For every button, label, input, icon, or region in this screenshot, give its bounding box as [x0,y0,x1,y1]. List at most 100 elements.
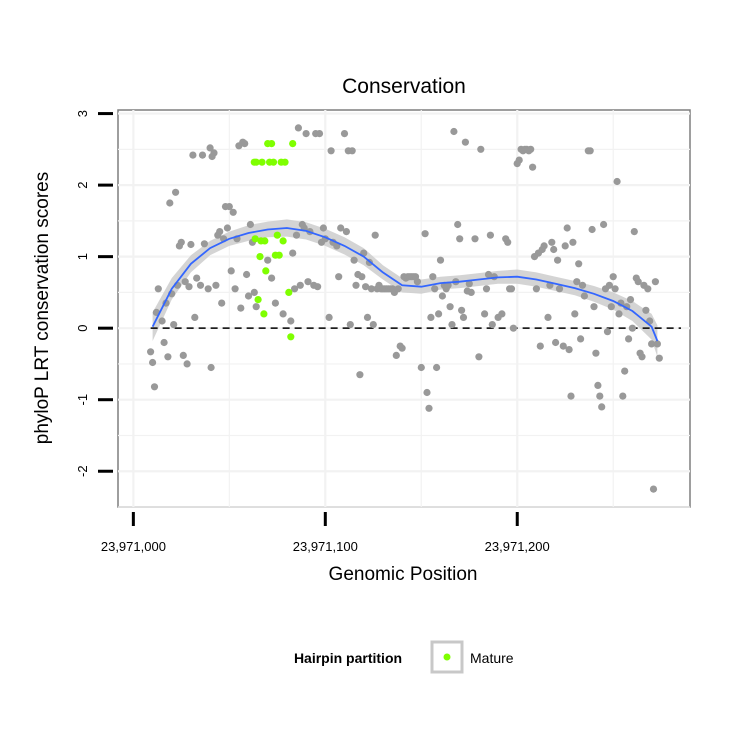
other-point [577,335,585,343]
other-point [177,238,185,246]
other-point [438,292,446,300]
other-point [607,303,615,311]
other-point [271,299,279,307]
other-point [613,177,621,186]
other-point [477,145,485,153]
other-point [350,256,358,264]
mature-point [281,158,289,166]
mature-point [261,237,269,245]
other-point [536,342,544,350]
other-point [346,321,354,329]
other-point [554,256,562,264]
other-point [392,351,400,359]
other-point [185,283,193,291]
other-point [653,340,662,348]
other-point [644,285,652,293]
other-point [289,249,297,257]
other-point [302,130,310,138]
y-axis-title: phyloP LRT conservation scores [32,172,53,445]
other-point [244,292,253,300]
other-point [638,353,646,361]
other-point [649,485,658,493]
mature-point [268,140,276,148]
other-point [246,220,254,229]
other-point [509,324,517,332]
other-point [596,392,604,400]
smooth-line [151,227,659,342]
other-point [237,304,245,312]
other-point [450,127,458,136]
other-point [571,310,579,318]
other-point [223,224,231,232]
other-point [431,285,439,293]
other-point [342,228,350,236]
mature-point [258,158,266,166]
other-point [423,388,431,397]
other-point [170,321,178,329]
mature-point [269,158,278,166]
other-point [212,281,220,289]
other-point [456,235,464,243]
other-point [325,313,333,321]
other-point [340,130,349,138]
other-point [588,225,596,234]
other-point [227,267,235,275]
other-point [486,231,494,239]
other-point [600,220,608,229]
other-point [540,242,548,250]
other-point [398,344,406,352]
other-point [598,403,606,411]
other-point [193,274,201,282]
other-point [552,338,560,347]
other-point [164,353,172,361]
mature-point [254,296,262,304]
other-point [433,363,441,372]
other-point [615,310,623,318]
other-point [314,283,322,291]
other-point [250,288,258,296]
other-point [200,240,208,248]
other-point [369,321,377,329]
other-point [196,281,205,289]
other-point [488,321,496,329]
other-point [655,354,663,362]
other-point [417,363,425,372]
plot-panel [117,109,691,508]
other-point [183,360,191,368]
y-tick-label: 1 [75,253,90,260]
other-point [559,342,567,350]
mature-point [262,267,270,275]
other-point [625,335,633,343]
other-point [446,303,454,311]
other-point [634,278,642,286]
other-point [287,317,295,325]
other-point [594,381,602,389]
other-point [319,224,327,232]
other-point [436,256,445,264]
other-point [150,383,159,391]
mature-point [289,140,297,148]
other-point [515,156,523,164]
other-point [187,240,195,249]
other-point [628,324,637,332]
legend-mature-label: Mature [470,650,514,666]
mature-point [287,333,295,341]
other-point [427,313,435,321]
other-point [304,278,312,286]
legend-mature-swatch [443,653,451,661]
other-point [172,188,180,196]
mature-point [251,235,259,243]
other-point [358,273,366,281]
other-point [605,281,614,289]
other-point [362,283,370,291]
other-point [548,238,556,246]
other-point [642,306,650,314]
other-point [461,138,469,146]
other-point [609,273,617,281]
other-point [592,349,600,357]
other-point [421,230,429,238]
x-axis: 23,971,000 23,971,100 23,971,200 [101,512,550,554]
other-point [448,321,456,329]
other-point [481,310,489,318]
